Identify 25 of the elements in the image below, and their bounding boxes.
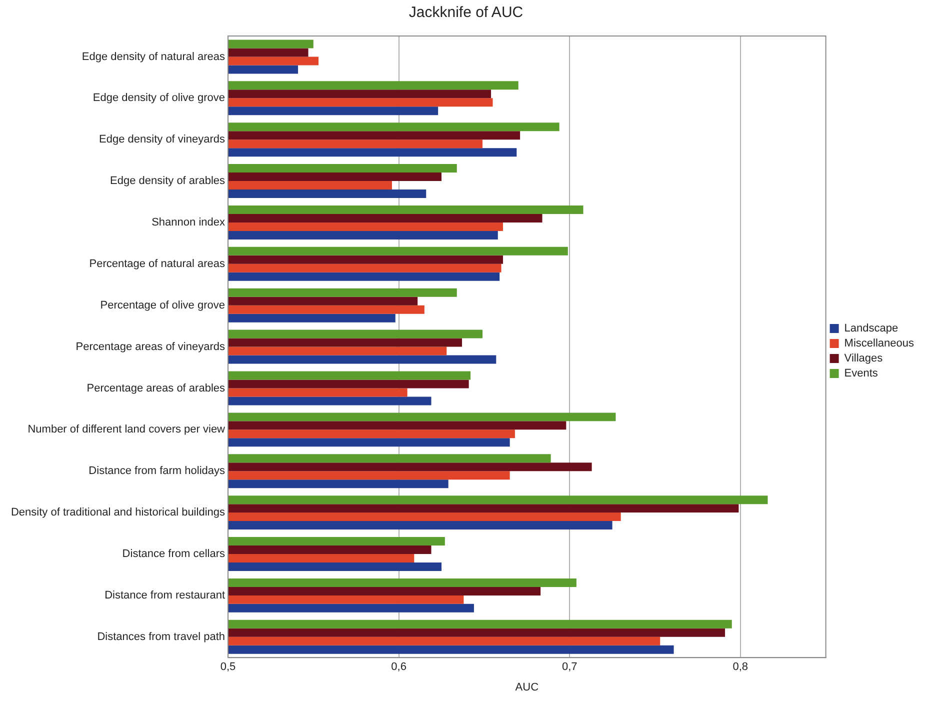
y-tick-label: Distances from travel path	[97, 630, 226, 643]
x-axis-title: AUC	[515, 681, 539, 694]
y-tick-label: Distance from cellars	[122, 548, 226, 560]
chart-title: Jackknife of AUC	[408, 4, 524, 22]
y-tick-label: Percentage of olive grove	[100, 299, 226, 312]
y-tick-label: Edge density of olive grove	[92, 92, 226, 104]
y-tick-label: Percentage of natural areas	[89, 258, 226, 270]
y-tick-label: Percentage areas of arables	[86, 382, 226, 394]
x-tick-label: 0,8	[732, 661, 748, 674]
y-tick-label: Distance from farm holidays	[88, 465, 226, 478]
y-tick-label: Edge density of vineyards	[99, 134, 226, 146]
y-tick-label: Shannon index	[152, 216, 226, 229]
y-tick-label: Percentage areas of vineyards	[76, 340, 226, 353]
legend-label: Landscape	[844, 322, 898, 335]
y-tick-label: Edge density of natural areas	[82, 50, 226, 63]
y-tick-label: Edge density of arables	[110, 175, 226, 188]
legend-label: Villages	[844, 352, 884, 365]
x-tick-label: 0,5	[220, 661, 236, 674]
x-tick-label: 0,6	[391, 661, 406, 674]
y-tick-label: Density of traditional and historical buildings	[10, 506, 226, 519]
legend-label: Events	[844, 368, 878, 380]
legend-label: Miscellaneous	[844, 338, 914, 350]
y-tick-label: Number of different land covers per view	[28, 424, 226, 436]
x-tick-label: 0,7	[562, 661, 578, 674]
y-tick-label: Distance from restaurant	[104, 589, 226, 602]
